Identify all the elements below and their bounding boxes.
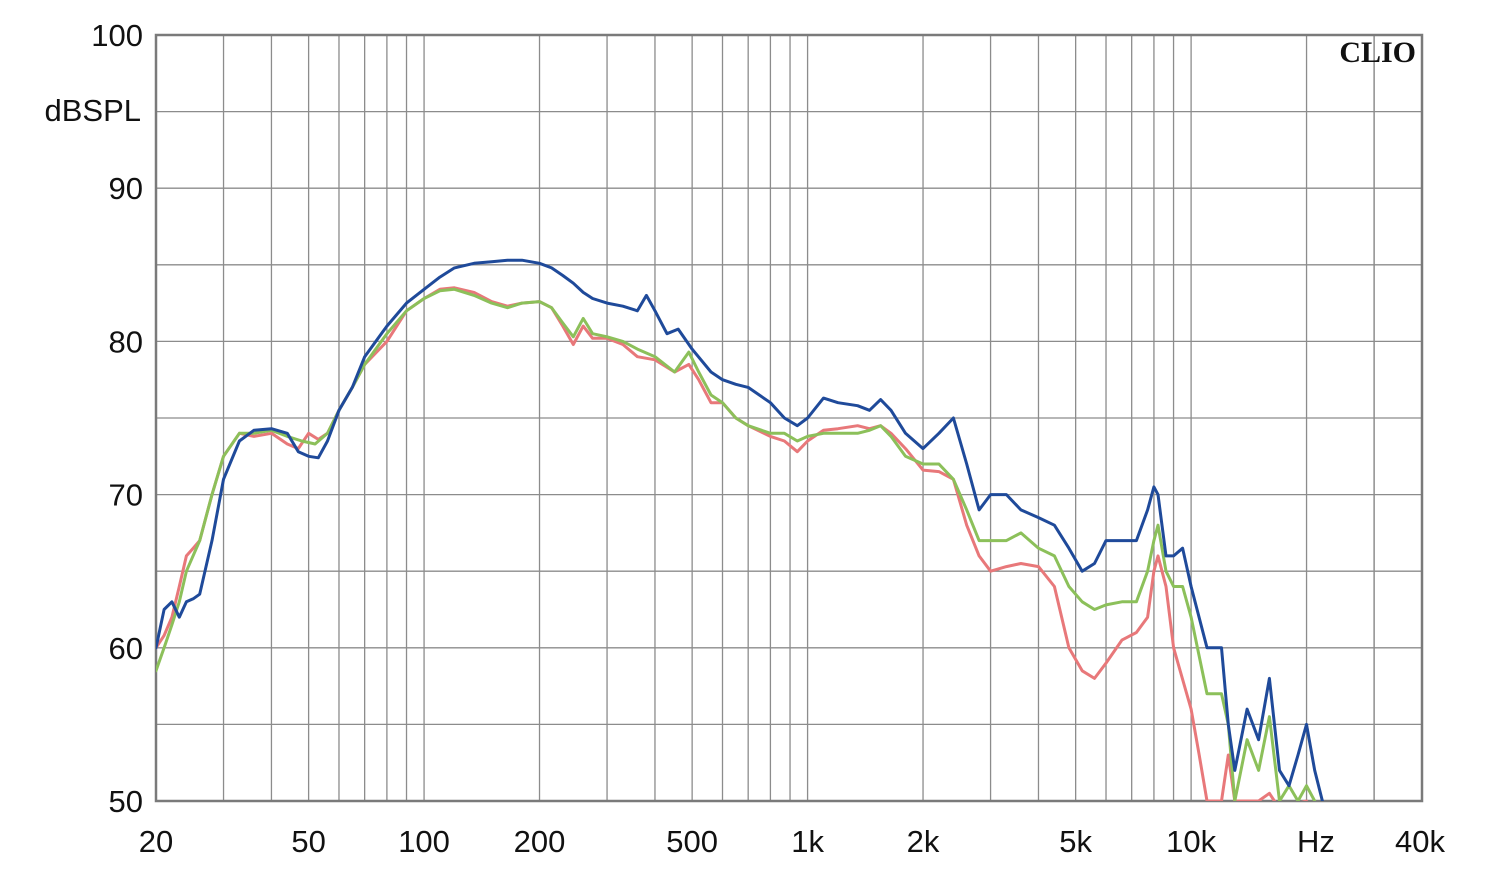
x-tick-label: 50 [291,824,325,859]
x-tick-label: 1k [791,824,824,859]
x-tick-label: 20 [139,824,173,859]
series-curves [156,258,1324,801]
x-tick-label: 100 [398,824,450,859]
y-axis-unit-label: dBSPL [44,93,141,128]
grid-lines [156,35,1422,801]
x-tick-label: 500 [666,824,718,859]
x-tick-label: 5k [1059,824,1092,859]
x-axis-unit-label: Hz [1297,824,1335,859]
x-tick-label: 40k [1395,824,1445,859]
series-line-blue [156,258,1324,801]
x-tick-label: 2k [907,824,940,859]
x-tick-label: 10k [1166,824,1216,859]
y-tick-label: 50 [109,784,143,819]
y-tick-label: 70 [109,478,143,513]
y-tick-label: 100 [91,18,143,53]
plot-frame [154,33,1424,803]
clio-brand-label: CLIO [1339,36,1416,69]
series-line-red [156,286,1308,801]
y-tick-label: 80 [109,324,143,359]
y-tick-label: 60 [109,631,143,666]
x-tick-label: 200 [514,824,566,859]
y-tick-label: 90 [109,171,143,206]
tick-labels: 100 90 80 70 60 50 20 50 100 200 500 1k 2k 5k 10k 40k [91,18,1445,859]
